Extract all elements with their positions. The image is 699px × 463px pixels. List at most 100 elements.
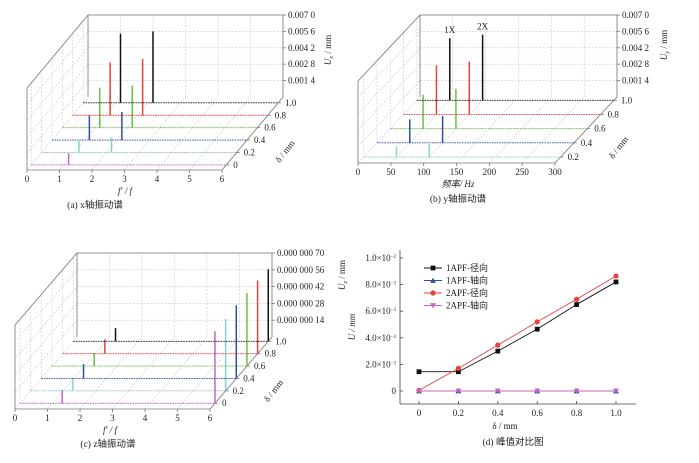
x-axis-title: f' / f [103,425,118,435]
y-tick-exponent: −3 [391,308,397,313]
y-tick-label: 0.2 [244,147,255,157]
floor-gridline [521,96,585,164]
x-tick-label: 1 [45,413,50,423]
peak-annotation: 1X [444,25,456,35]
y-tick-label: 0.8 [608,109,620,119]
y-tick-label: 0.6 [264,123,276,133]
square-marker [613,279,619,285]
left-wall-gridline [26,64,89,138]
x-tick-label: 2 [90,174,95,184]
line-chart-panel-d: 02.0×10−34.0×10−36.0×10−38.0×10−31.0×10−… [347,250,636,448]
x-axis-title: δ / mm [492,421,517,431]
square-marker [534,326,540,332]
floor-gridline [156,96,219,171]
floor-gridline [91,96,154,171]
z-tick-label: 0.000 000 14 [277,315,325,325]
x-axis-title: 频率/ Hz [442,179,475,189]
axis-box-edge [209,336,273,410]
x-axis-title: f' / f [118,186,133,196]
floor-gridline [124,96,186,171]
y-tick-label: 0.6 [254,361,266,371]
triangle-down-marker [455,388,462,394]
x-tick-label: 200 [483,167,497,177]
legend-item: 1APF-轴向 [424,275,488,286]
z-tick-label: 0.004 2 [622,43,649,53]
z-axis-title: Uy / mm [659,30,671,60]
waterfall-panel-c: 0 1 2 3 4 5 600.20.40.60.81.00.000 000 140.000… [13,248,349,450]
floor-gridline [489,96,552,164]
z-axis-unit: / mm [337,260,347,281]
y-tick-label: 0.4 [254,135,266,145]
y-tick-label: 1.0 [275,336,287,346]
square-marker [495,348,501,354]
y-tick-label: 1.0×10−2 [365,253,396,263]
y-tick-exponent: −3 [391,282,397,287]
y-axis-title: U / mm [347,313,357,340]
square-marker [416,369,422,375]
y-tick-label: 2.0×10−3 [365,359,396,369]
axis-box-edge [14,252,78,326]
z-tick-label: 0.001 4 [622,76,650,86]
legend-label: 2APF-径向 [446,287,488,298]
circle-marker [534,319,540,325]
triangle-down-marker [573,388,580,394]
floor-gridline [112,336,175,410]
x-tick-label: 6 [208,413,213,423]
x-tick-label: 4 [143,413,148,423]
z-tick-label: 0.007 0 [288,10,316,20]
y-axis-title: δ / mm [607,134,630,160]
legend-label: 1APF-轴向 [446,275,488,286]
left-wall-gridline [14,269,78,342]
y-tick-label: 0.8 [275,110,287,120]
circle-marker [455,365,461,371]
x-tick-label: 5 [175,413,180,423]
y-tick-mantissa: 8.0×10 [365,280,391,290]
y-tick-exponent: −3 [391,361,397,366]
y-tick-label: 0.2 [568,152,579,162]
x-tick-label: 300 [548,167,562,177]
x-tick-label: 0.4 [492,408,504,418]
left-wall-gridline [357,47,421,115]
y-tick-label: 6.0×10−3 [365,306,396,316]
x-tick-label: 3 [110,413,115,423]
legend-label: 1APF-径向 [446,262,488,273]
z-axis-unit: / mm [659,30,669,51]
panel-caption: (b) y轴振动谱 [430,193,487,205]
axis-box-edge [26,14,89,89]
x-tick-label: 5 [187,174,192,184]
series-line [418,275,617,391]
triangle-down-marker [613,388,619,394]
floor-gridline [189,96,251,171]
floor-gridline [357,96,421,164]
axis-box-edge [554,96,618,164]
x-tick-label: 0 [417,408,422,418]
circle-marker [495,342,501,348]
y-tick-mantissa: 1.0×10 [365,253,391,263]
legend-item: 1APF-径向 [424,262,488,273]
y-tick-label: 0 [392,386,397,396]
x-tick-label: 4 [155,174,160,184]
z-axis-symbol: U [337,283,347,290]
waterfall-panel-a: 0 1 2 3 4 5 600.20.40.60.81.00.001 40.002 80.0… [25,10,335,211]
z-axis-title: Uz / mm [337,260,349,290]
left-wall-gridline [357,80,421,147]
z-tick-label: 0.007 0 [622,10,650,20]
circle-marker [574,296,580,302]
z-tick-label: 0.005 6 [622,26,650,36]
triangle-down-marker [494,388,501,394]
z-tick-label: 0.002 8 [622,59,650,69]
floor-gridline [390,96,454,164]
y-tick-mantissa: 6.0×10 [365,306,391,316]
z-tick-label: 0.002 8 [288,59,316,69]
z-tick-label: 0.000 000 56 [277,265,325,275]
waterfall-panel-b: 1X 2X 0 50 100 150 200 250 300 0.20.40.60.81.0 0.0… [356,10,671,205]
x-tick-label: 0.8 [571,408,583,418]
y-tick-label: 0.2 [233,386,244,396]
floor-gridline [79,336,143,410]
panel-caption: (d) 峰值对比图 [483,436,544,448]
z-axis-subscript: x [329,56,335,60]
x-tick-label: 250 [515,167,529,177]
x-tick-label: 0 [13,413,18,423]
left-wall-gridline [26,80,89,154]
